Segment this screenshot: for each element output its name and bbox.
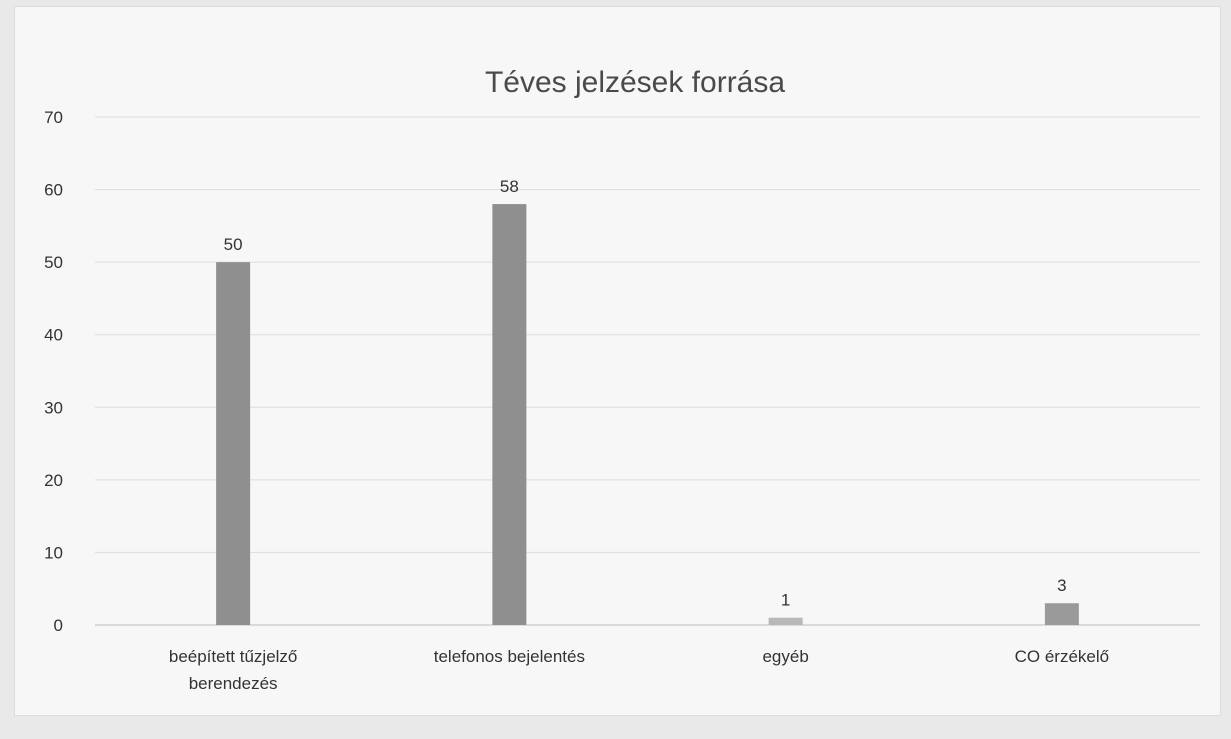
bar <box>768 617 803 625</box>
chart-title: Téves jelzések forrása <box>485 66 785 99</box>
y-tick-label: 70 <box>44 108 63 127</box>
data-labels: 50 58 1 3 <box>224 177 1067 610</box>
gridlines <box>95 116 1200 626</box>
category-label: CO érzékelő <box>1015 647 1109 666</box>
y-tick-label: 20 <box>44 471 63 490</box>
y-tick-label: 50 <box>44 253 63 272</box>
y-tick-label: 60 <box>44 181 63 200</box>
category-label-line: egyéb <box>762 647 808 666</box>
category-label-line: telefonos bejelentés <box>434 647 585 666</box>
chart-frame: Téves jelzések forrása 0 10 20 30 40 50 60 70 5… <box>14 6 1221 716</box>
category-label: egyéb <box>762 647 808 666</box>
y-tick-label: 10 <box>44 543 63 562</box>
category-label: telefonos bejelentés <box>434 647 585 666</box>
data-label: 58 <box>500 177 519 196</box>
bars <box>216 204 1079 626</box>
category-label-line: CO érzékelő <box>1015 647 1109 666</box>
data-label: 3 <box>1057 576 1066 595</box>
y-tick-label: 30 <box>44 398 63 417</box>
y-tick-label: 0 <box>54 616 63 635</box>
bar <box>216 262 251 625</box>
bar <box>1044 603 1079 625</box>
category-label: beépített tűzjelző berendezés <box>169 647 298 693</box>
category-label-line: berendezés <box>189 674 278 693</box>
category-label-line: beépített tűzjelző <box>169 647 298 666</box>
bar <box>492 204 527 626</box>
data-label: 1 <box>781 591 790 610</box>
y-axis-ticks: 0 10 20 30 40 50 60 70 <box>44 108 63 635</box>
category-labels: beépített tűzjelző berendezés telefonos be… <box>169 647 1109 693</box>
data-label: 50 <box>224 235 243 254</box>
chart-svg: Téves jelzések forrása 0 10 20 30 40 50 60 70 5… <box>44 66 1200 693</box>
y-tick-label: 40 <box>44 326 63 345</box>
